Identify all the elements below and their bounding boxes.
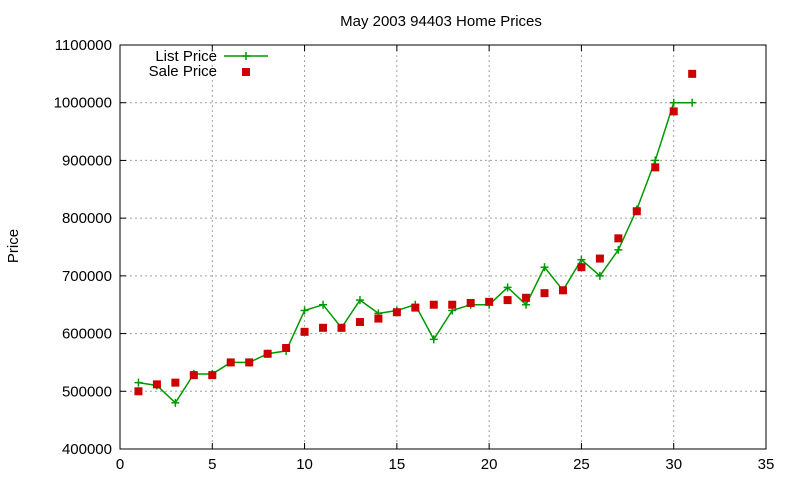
data-point-sale-price — [651, 163, 660, 172]
data-point-sale-price — [485, 297, 494, 306]
axis-ticks: 0 5 10 15 20 25 30 35 400000 500000 600000 700000 80… — [54, 37, 775, 473]
y-tick-label: 700000 — [62, 268, 112, 285]
data-point-sale-price — [226, 358, 235, 367]
y-axis-label: Price — [5, 229, 22, 263]
data-point-sale-price — [319, 323, 328, 332]
x-tick-label: 20 — [481, 456, 498, 473]
y-tick-label: 500000 — [62, 383, 112, 400]
data-point-sale-price — [263, 349, 272, 358]
x-tick-label: 15 — [389, 456, 406, 473]
data-point-sale-price — [558, 286, 567, 295]
legend-marker-list-price — [242, 52, 250, 60]
data-point-sale-price — [411, 303, 420, 312]
data-point-list-price — [595, 271, 604, 280]
data-point-sale-price — [300, 327, 309, 336]
series-layer — [134, 69, 697, 407]
y-tick-label: 800000 — [62, 210, 112, 227]
data-point-list-price — [503, 283, 512, 292]
legend-marker-sale-price — [242, 68, 250, 76]
data-point-list-price — [540, 263, 549, 272]
data-point-sale-price — [540, 289, 549, 298]
data-point-sale-price — [448, 300, 457, 309]
x-tick-label: 25 — [573, 456, 590, 473]
grid-lines — [120, 45, 766, 449]
data-point-list-price — [300, 306, 309, 315]
x-tick-label: 5 — [208, 456, 216, 473]
data-point-sale-price — [282, 344, 291, 352]
data-point-sale-price — [245, 358, 254, 367]
data-point-sale-price — [189, 371, 198, 380]
data-point-sale-price — [522, 293, 531, 302]
data-point-list-price — [134, 378, 143, 387]
series-line-list-price — [138, 101, 693, 404]
data-point-sale-price — [577, 263, 586, 272]
y-tick-label: 400000 — [62, 441, 112, 458]
y-tick-label: 1100000 — [55, 37, 112, 54]
x-tick-label: 0 — [116, 456, 124, 473]
legend-label-sale-price: Sale Price — [149, 63, 217, 80]
x-tick-label: 30 — [665, 456, 682, 473]
data-point-sale-price — [595, 254, 604, 263]
plot-frame — [119, 44, 767, 450]
data-point-sale-price — [632, 207, 641, 216]
data-point-sale-price — [152, 380, 161, 389]
x-tick-label: 10 — [296, 456, 313, 473]
data-point-list-price — [688, 98, 697, 107]
data-point-list-price — [522, 300, 531, 309]
data-point-sale-price — [503, 296, 512, 305]
y-tick-label: 900000 — [62, 152, 112, 169]
data-point-sale-price — [392, 308, 401, 317]
y-tick-label: 600000 — [62, 326, 112, 343]
x-tick-label: 35 — [758, 456, 775, 473]
data-point-sale-price — [614, 234, 623, 243]
data-point-sale-price — [688, 69, 697, 78]
data-point-sale-price — [429, 300, 438, 309]
data-point-sale-price — [208, 371, 217, 380]
data-point-list-price — [614, 245, 623, 254]
data-point-list-price — [669, 98, 678, 107]
data-point-list-price — [319, 300, 328, 309]
data-point-sale-price — [466, 298, 475, 307]
chart-title: May 2003 94403 Home Prices — [340, 13, 542, 30]
data-point-list-price — [577, 255, 586, 264]
legend-label-list-price: List Price — [155, 48, 217, 65]
y-tick-label: 1000000 — [54, 95, 112, 112]
data-point-sale-price — [337, 323, 346, 332]
data-point-sale-price — [374, 314, 383, 323]
data-point-sale-price — [355, 318, 364, 327]
data-point-list-price — [651, 156, 660, 165]
data-point-sale-price — [171, 378, 180, 387]
data-point-sale-price — [134, 387, 143, 396]
data-point-sale-price — [669, 107, 678, 116]
data-point-list-price — [355, 296, 364, 305]
data-point-list-price — [171, 398, 180, 407]
legend: List Price Sale Price — [149, 48, 268, 80]
data-point-list-price — [429, 335, 438, 344]
